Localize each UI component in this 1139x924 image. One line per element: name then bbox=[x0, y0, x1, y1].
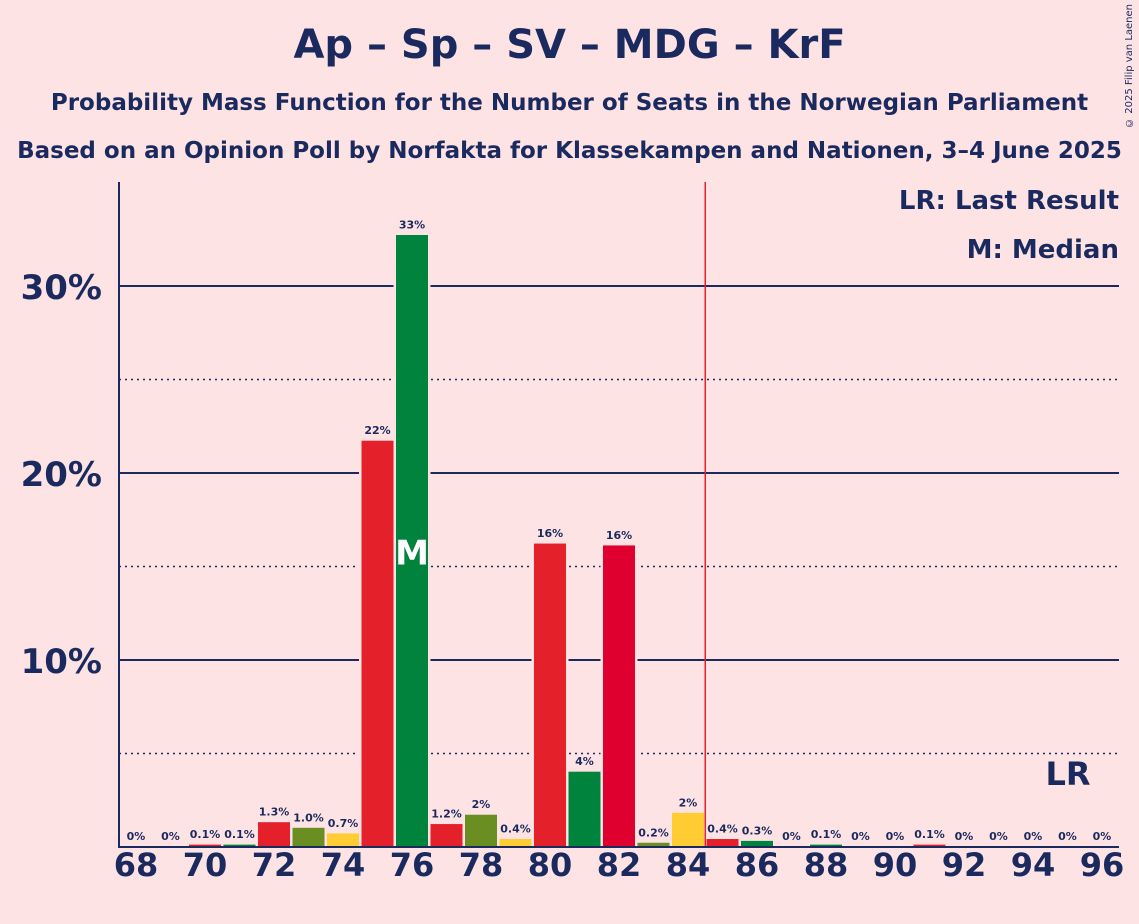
bar bbox=[292, 827, 325, 848]
y-tick-label: 30% bbox=[21, 268, 102, 308]
bar bbox=[534, 543, 566, 848]
x-tick-label: 90 bbox=[873, 846, 918, 884]
x-tick-label: 78 bbox=[459, 846, 504, 884]
x-tick-label: 96 bbox=[1080, 846, 1125, 884]
bar-value-label: 0.3% bbox=[742, 824, 773, 837]
bar-value-label: 0% bbox=[1093, 830, 1112, 843]
bar bbox=[396, 235, 428, 848]
x-tick-label: 74 bbox=[321, 846, 366, 884]
bar-value-label: 0.1% bbox=[914, 828, 945, 841]
bar-value-label: 4% bbox=[575, 755, 594, 768]
bar-value-label: 33% bbox=[399, 219, 425, 232]
median-marker: M bbox=[395, 534, 429, 574]
bar-value-label: 0.4% bbox=[500, 823, 531, 836]
bar-value-label: 2% bbox=[679, 796, 698, 809]
bar-value-label: 0% bbox=[782, 830, 801, 843]
legend-last-result: LR: Last Result bbox=[898, 186, 1119, 216]
bar-value-label: 22% bbox=[364, 424, 390, 437]
bar-value-label: 1.2% bbox=[431, 808, 462, 821]
x-tick-label: 70 bbox=[183, 846, 228, 884]
x-tick-label: 86 bbox=[735, 846, 780, 884]
chart-title: Ap – Sp – SV – MDG – KrF bbox=[293, 22, 846, 68]
x-tick-label: 92 bbox=[942, 846, 987, 884]
bar-value-label: 0.1% bbox=[224, 828, 255, 841]
x-tick-label: 76 bbox=[390, 846, 435, 884]
x-tick-label: 88 bbox=[804, 846, 849, 884]
bar bbox=[706, 839, 739, 848]
bar-value-label: 16% bbox=[537, 527, 563, 540]
bar-value-label: 0% bbox=[851, 830, 870, 843]
x-tick-label: 82 bbox=[597, 846, 642, 884]
bar bbox=[258, 822, 290, 848]
x-tick-label: 80 bbox=[528, 846, 573, 884]
x-tick-label: 94 bbox=[1011, 846, 1056, 884]
x-tick-label: 72 bbox=[252, 846, 297, 884]
bar-value-label: 1.3% bbox=[259, 806, 290, 819]
bar-value-label: 0% bbox=[955, 830, 974, 843]
chart-subtitle-2: Based on an Opinion Poll by Norfakta for… bbox=[17, 138, 1122, 164]
last-result-marker: LR bbox=[1045, 755, 1090, 793]
bar-value-label: 0% bbox=[1024, 830, 1043, 843]
bar-value-label: 16% bbox=[606, 529, 632, 542]
bar-value-label: 0% bbox=[161, 830, 180, 843]
bar-value-label: 0.7% bbox=[328, 817, 359, 830]
bar bbox=[499, 839, 532, 848]
bar-value-label: 0.4% bbox=[707, 823, 738, 836]
bar-value-label: 0% bbox=[127, 830, 146, 843]
bar bbox=[672, 812, 704, 848]
x-tick-label: 84 bbox=[666, 846, 711, 884]
legend-median: M: Median bbox=[966, 235, 1119, 265]
chart-subtitle-1: Probability Mass Function for the Number… bbox=[50, 90, 1089, 116]
bar-value-label: 0% bbox=[886, 830, 905, 843]
bar bbox=[465, 814, 497, 848]
bar bbox=[361, 440, 394, 848]
y-tick-label: 20% bbox=[21, 455, 102, 495]
bar bbox=[568, 771, 601, 848]
bar-value-label: 2% bbox=[472, 798, 491, 811]
x-tick-label: 68 bbox=[114, 846, 159, 884]
bar-value-label: 1.0% bbox=[293, 811, 324, 824]
bar bbox=[430, 824, 463, 848]
bar-value-label: 0.2% bbox=[638, 826, 669, 839]
bar-value-label: 0.1% bbox=[811, 828, 842, 841]
bar-value-label: 0% bbox=[1058, 830, 1077, 843]
bar bbox=[603, 545, 635, 848]
y-tick-label: 10% bbox=[21, 642, 102, 682]
bar-value-label: 0.1% bbox=[190, 828, 221, 841]
bar-value-label: 0% bbox=[989, 830, 1008, 843]
